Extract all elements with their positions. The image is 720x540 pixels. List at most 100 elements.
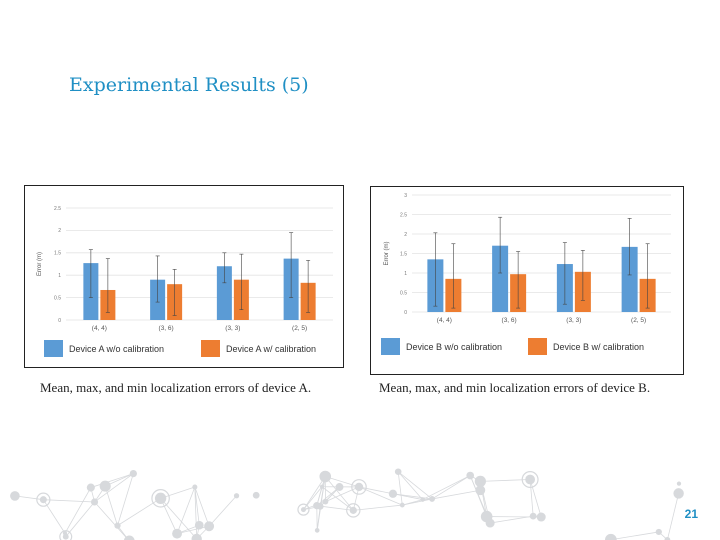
y-tick-label: 0.5 <box>400 290 407 296</box>
network-edge <box>402 498 433 506</box>
network-node <box>388 489 398 498</box>
network-node <box>529 512 537 520</box>
network-edge <box>65 501 95 537</box>
network-ring <box>59 530 73 540</box>
bar <box>216 266 232 320</box>
x-tick-label: (2, 5) <box>292 325 307 332</box>
legend-swatch <box>44 340 63 357</box>
network-node <box>319 484 325 489</box>
network-edge <box>117 473 134 526</box>
y-tick-label: 2 <box>404 232 407 238</box>
network-edge <box>397 471 433 500</box>
page-number: 21 <box>684 507 698 521</box>
network-edge <box>325 476 360 488</box>
network-edge <box>325 486 360 502</box>
network-edge <box>194 487 198 539</box>
network-node <box>525 474 536 485</box>
bar <box>492 245 509 312</box>
network-edge <box>303 486 323 510</box>
network-edge <box>397 471 423 500</box>
network-ring <box>36 492 51 507</box>
network-edge <box>397 471 403 506</box>
y-tick-label: 0 <box>58 318 61 324</box>
network-edge <box>666 493 680 540</box>
network-node <box>322 498 329 505</box>
legend-swatch <box>201 340 220 357</box>
network-node <box>252 491 260 499</box>
legend-label: Device B w/ calibration <box>553 342 644 352</box>
caption-device-b: Mean, max, and min localization errors o… <box>379 380 651 395</box>
network-node <box>399 502 405 508</box>
y-tick-label: 1 <box>404 271 407 277</box>
network-edge <box>208 495 237 527</box>
network-edge <box>64 487 92 534</box>
network-node <box>129 469 137 478</box>
legend-label: Device A w/ calibration <box>226 344 316 354</box>
network-edge <box>176 525 210 535</box>
network-node <box>664 536 671 540</box>
network-node <box>314 528 320 533</box>
network-edge <box>432 489 481 500</box>
network-node <box>655 528 662 536</box>
y-tick-label: 3 <box>404 193 407 199</box>
network-node <box>62 533 69 540</box>
network-edge <box>43 499 95 503</box>
network-edge <box>610 531 659 540</box>
y-tick-label: 2.5 <box>54 206 61 212</box>
network-edge <box>117 497 161 526</box>
y-tick-label: 1 <box>58 273 61 279</box>
network-node <box>474 475 486 487</box>
network-node <box>86 483 95 492</box>
x-tick-label: (3, 6) <box>502 317 517 324</box>
y-tick-label: 1.5 <box>54 251 61 257</box>
bar <box>621 246 638 312</box>
x-tick-label: (3, 3) <box>225 325 240 332</box>
y-tick-label: 2.5 <box>400 212 407 218</box>
network-node <box>605 533 617 540</box>
network-edge <box>104 485 118 526</box>
network-decoration <box>10 468 684 540</box>
network-node <box>191 533 202 540</box>
chart-device-a: 0 0.5 1 1.5 2 2.5 Error (m) (4, 4) (3, 6) (3, 3) (… <box>24 185 344 368</box>
y-tick-label: 2 <box>58 228 61 234</box>
network-ring <box>297 503 310 516</box>
network-node <box>673 488 684 499</box>
legend-label: Device B w/o calibration <box>406 342 502 352</box>
network-edge <box>176 486 196 534</box>
network-edge <box>160 486 195 499</box>
network-node <box>335 483 344 491</box>
network-edge <box>358 486 403 506</box>
network-ring <box>346 503 361 518</box>
legend-swatch <box>381 338 400 355</box>
network-edge <box>490 515 534 524</box>
network-edge <box>316 486 340 507</box>
network-edge <box>529 479 534 517</box>
network-node <box>354 482 364 492</box>
network-node <box>429 496 435 502</box>
network-edge <box>90 473 134 488</box>
network-edge <box>194 486 200 526</box>
network-node <box>10 491 20 501</box>
network-node <box>99 480 111 492</box>
chart-device-a-plot: 0 0.5 1 1.5 2 2.5 Error (m) (4, 4) (3, 6) (3, 3) (… <box>37 206 333 357</box>
legend-swatch <box>528 338 547 355</box>
x-tick-label: (4, 4) <box>437 317 452 324</box>
network-edge <box>431 475 471 500</box>
legend-label: Device A w/o calibration <box>69 344 164 354</box>
network-node <box>394 468 402 476</box>
network-edge <box>529 479 542 518</box>
x-tick-label: (2, 5) <box>631 317 646 324</box>
network-edge <box>353 504 403 511</box>
network-node <box>319 470 332 483</box>
network-node <box>420 497 425 502</box>
x-tick-label: (4, 4) <box>92 325 107 332</box>
slide-title: Experimental Results (5) <box>69 74 309 96</box>
x-tick-label: (3, 6) <box>159 325 174 332</box>
network-ring <box>151 489 170 508</box>
y-tick-label: 1.5 <box>400 251 407 257</box>
network-edge <box>303 476 326 510</box>
network-node <box>192 484 198 490</box>
network-edge <box>194 486 210 527</box>
network-node <box>123 535 135 540</box>
network-edge <box>422 475 471 500</box>
